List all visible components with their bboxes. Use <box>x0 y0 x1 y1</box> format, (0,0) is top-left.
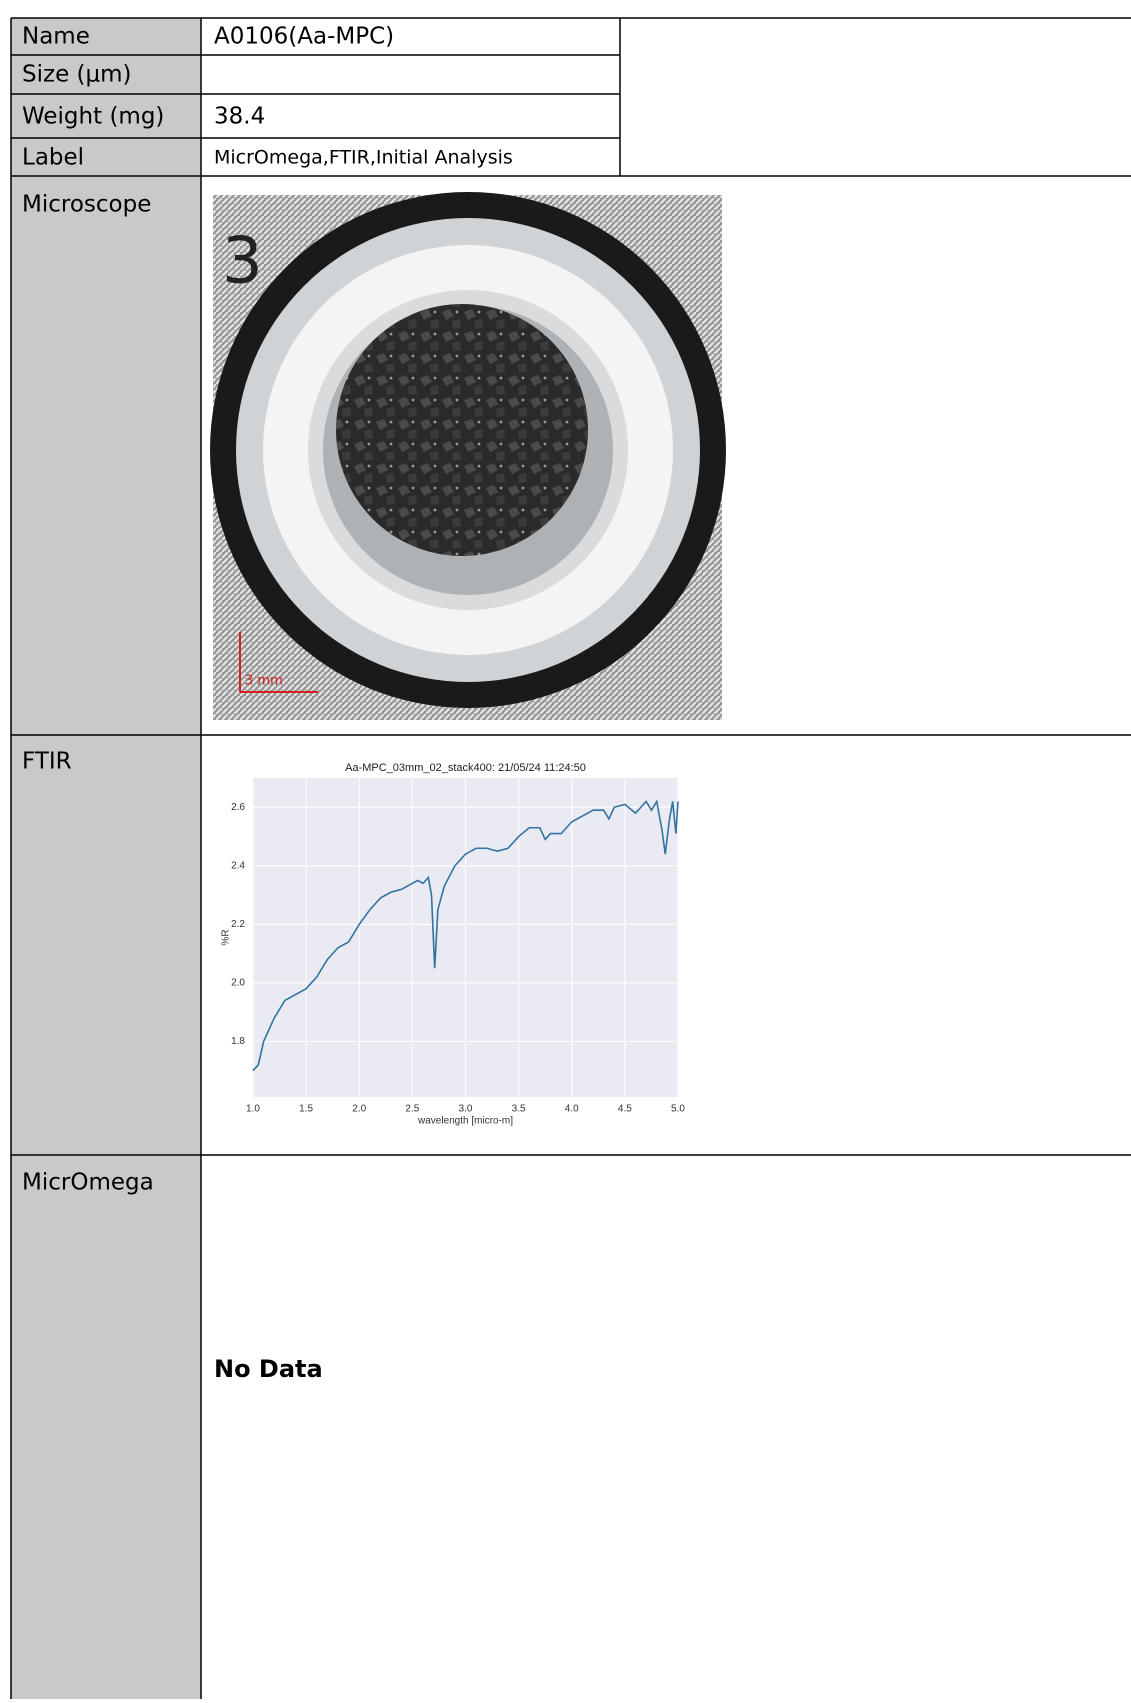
scale-bar-label: 3 mm <box>245 674 283 689</box>
chart-title: Aa-MPC_03mm_02_stack400: 21/05/24 11:24:… <box>345 762 586 774</box>
x-tick-label: 3.5 <box>512 1104 526 1115</box>
x-axis-label: wavelength [micro-m] <box>417 1116 513 1127</box>
y-tick-label: 2.6 <box>231 802 245 813</box>
no-data: No Data <box>214 1355 323 1383</box>
label-column <box>11 18 201 1699</box>
row-label: Label <box>22 145 84 171</box>
row-label: FTIR <box>22 749 72 775</box>
ftir-chart: 1.0 1.5 2.0 2.5 3.0 3.5 4.0 4.5 5.0 1.8 2.0 2.2 2.4 2… <box>221 762 686 1127</box>
x-tick-label: 2.5 <box>405 1104 419 1115</box>
x-tick-label: 4.0 <box>565 1104 579 1115</box>
row-label: Microscope <box>22 192 151 218</box>
x-tick-label: 5.0 <box>671 1104 685 1115</box>
x-tick-label: 4.5 <box>618 1104 632 1115</box>
y-tick-label: 2.2 <box>231 919 245 930</box>
x-tick-label: 2.0 <box>352 1104 366 1115</box>
y-tick-label: 2.4 <box>231 860 245 871</box>
row-label: Weight (mg) <box>22 104 164 130</box>
row-value: A0106(Aa-MPC) <box>214 24 394 50</box>
row-value: MicrOmega,FTIR,Initial Analysis <box>214 147 513 169</box>
x-tick-label: 1.0 <box>246 1104 260 1115</box>
row-label: Size (μm) <box>22 62 132 88</box>
y-axis-label: %R <box>221 929 232 945</box>
y-tick-label: 1.8 <box>231 1036 245 1047</box>
microscope-photo: 3 3 mm <box>210 192 726 720</box>
y-tick-label: 2.0 <box>231 978 245 989</box>
x-tick-label: 1.5 <box>299 1104 313 1115</box>
table-rules <box>10 17 1131 1699</box>
photo-label: 3 <box>222 225 263 299</box>
ftir-line <box>252 799 679 1072</box>
x-tick-label: 3.0 <box>459 1104 473 1115</box>
row-label: Name <box>22 24 90 50</box>
row-label: MicrOmega <box>22 1170 154 1196</box>
row-value: 38.4 <box>214 104 265 130</box>
